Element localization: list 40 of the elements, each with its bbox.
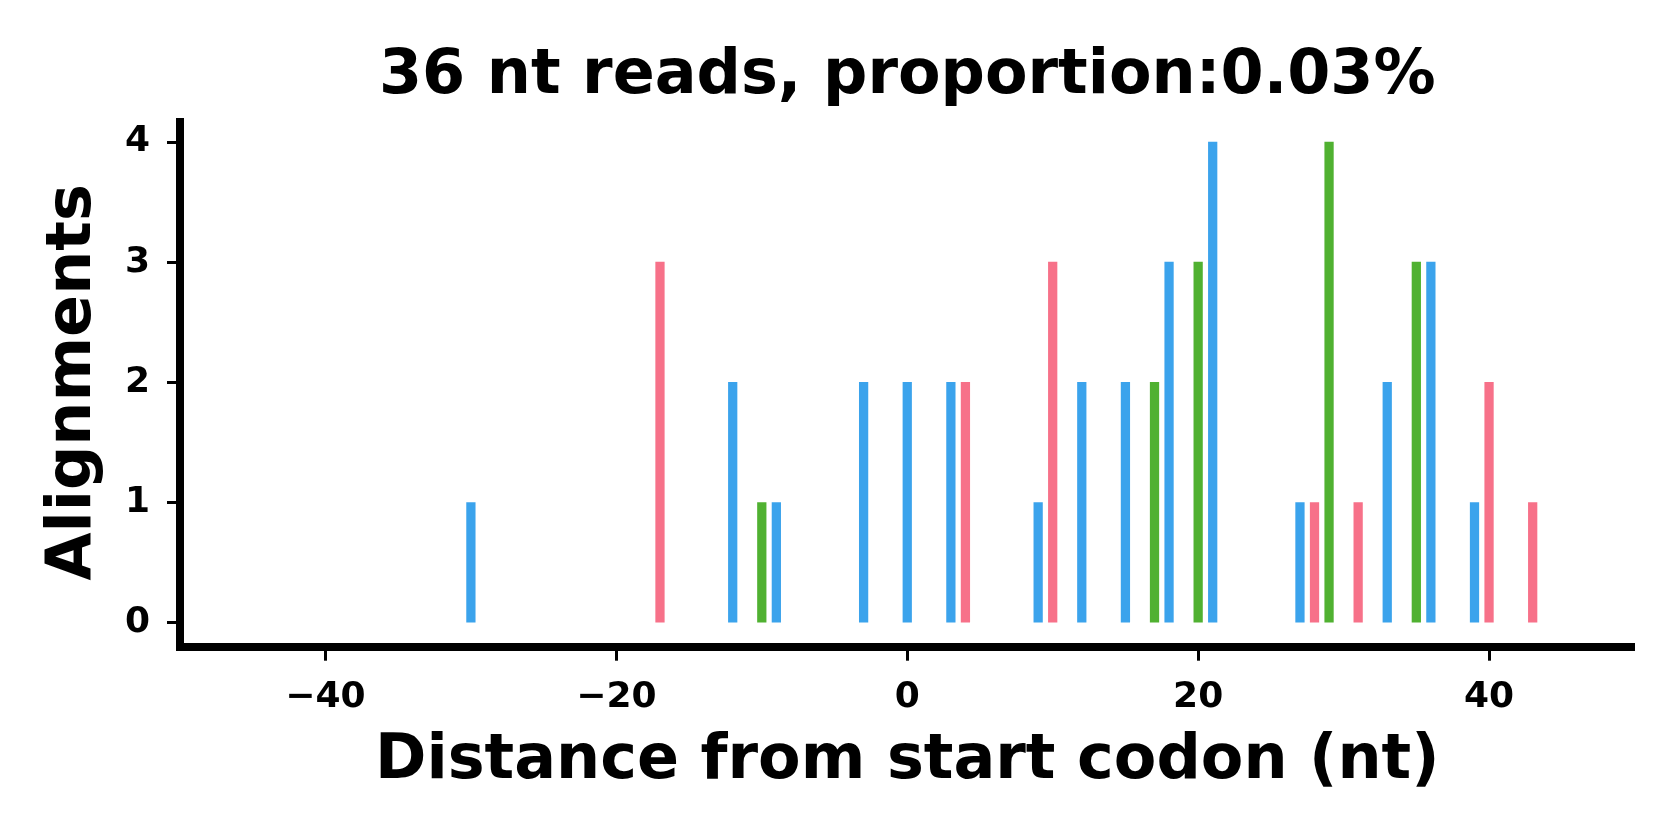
bar xyxy=(1033,502,1043,623)
bar xyxy=(858,382,869,623)
bar xyxy=(1382,382,1392,623)
y-tick-label: 4 xyxy=(124,118,150,160)
bar xyxy=(1353,502,1363,623)
chart-title: 36 nt reads, proportion:0.03% xyxy=(378,35,1436,108)
x-tick-label: −40 xyxy=(285,673,366,715)
bar xyxy=(1469,502,1480,623)
bar xyxy=(757,502,767,623)
y-tick-label: 2 xyxy=(124,358,150,400)
bar xyxy=(960,382,971,623)
bar xyxy=(902,382,912,623)
x-tick-label: 20 xyxy=(1173,673,1224,715)
x-tick-label: 40 xyxy=(1464,673,1515,715)
bar xyxy=(1193,261,1203,623)
bar xyxy=(1208,141,1218,623)
bar xyxy=(1528,502,1538,623)
bar xyxy=(1077,382,1087,623)
bar xyxy=(1324,141,1334,623)
y-tick-label: 1 xyxy=(124,478,150,520)
bar xyxy=(1295,502,1305,623)
bar xyxy=(771,502,781,623)
bar xyxy=(1426,261,1436,623)
x-axis-title: Distance from start codon (nt) xyxy=(374,719,1440,793)
bar xyxy=(946,382,956,623)
bar xyxy=(1048,261,1058,623)
bar xyxy=(1120,382,1131,623)
bar xyxy=(1164,261,1174,623)
y-tick-label: 3 xyxy=(124,238,150,280)
bar xyxy=(466,502,476,623)
bar xyxy=(655,261,665,623)
bar xyxy=(1149,382,1160,623)
y-axis-title: Alignments xyxy=(32,184,106,581)
x-tick-label: −20 xyxy=(576,673,657,715)
bar xyxy=(1309,502,1320,623)
bar xyxy=(1484,382,1494,623)
bar xyxy=(728,382,738,623)
x-tick-label: 0 xyxy=(894,673,920,715)
y-tick-label: 0 xyxy=(124,599,150,641)
bar xyxy=(1411,261,1421,623)
